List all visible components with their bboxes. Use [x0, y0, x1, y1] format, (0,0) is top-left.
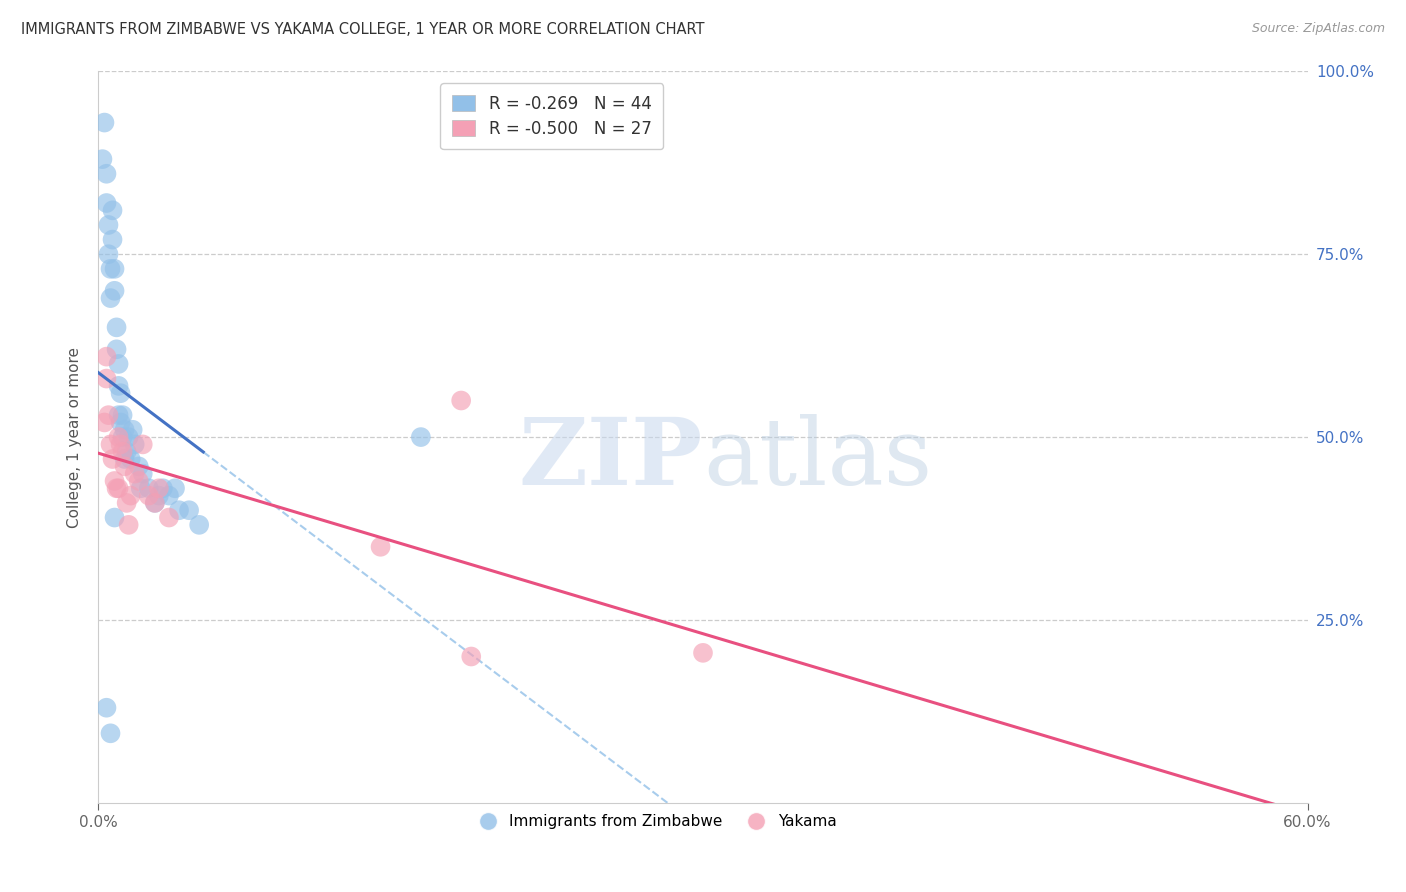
Point [96, 167, 118, 181]
Point [129, 481, 152, 495]
Point [460, 649, 482, 664]
Point [105, 343, 128, 357]
Point [100, 437, 122, 451]
Point [114, 459, 136, 474]
Point [111, 430, 134, 444]
Point [120, 452, 142, 467]
Point [179, 503, 201, 517]
Point [132, 437, 155, 451]
Point [188, 517, 211, 532]
Point [93, 416, 115, 430]
Point [93, 115, 115, 129]
Point [100, 291, 122, 305]
Y-axis label: College, 1 year or more: College, 1 year or more [67, 347, 83, 527]
Point [132, 467, 155, 481]
Point [163, 481, 186, 495]
Point [91, 152, 114, 166]
Point [105, 320, 128, 334]
Point [124, 467, 146, 481]
Point [100, 261, 122, 276]
Point [107, 357, 129, 371]
Text: IMMIGRANTS FROM ZIMBABWE VS YAKAMA COLLEGE, 1 YEAR OR MORE CORRELATION CHART: IMMIGRANTS FROM ZIMBABWE VS YAKAMA COLLE… [21, 22, 704, 37]
Point [118, 517, 141, 532]
Point [110, 386, 132, 401]
Point [97, 408, 120, 422]
Point [103, 261, 125, 276]
Point [152, 481, 174, 495]
Point [138, 489, 160, 503]
Point [128, 459, 150, 474]
Point [148, 489, 170, 503]
Point [96, 371, 118, 385]
Point [115, 496, 138, 510]
Point [96, 196, 118, 211]
Point [105, 481, 128, 495]
Point [103, 284, 125, 298]
Point [115, 444, 138, 458]
Point [167, 503, 190, 517]
Point [138, 481, 160, 495]
Point [107, 430, 129, 444]
Point [450, 393, 472, 408]
Point [97, 247, 120, 261]
Point [107, 481, 129, 495]
Point [107, 379, 129, 393]
Point [121, 423, 143, 437]
Point [103, 474, 125, 488]
Point [157, 510, 180, 524]
Point [370, 540, 392, 554]
Point [103, 510, 125, 524]
Point [110, 437, 132, 451]
Point [128, 474, 150, 488]
Point [143, 496, 166, 510]
Text: atlas: atlas [703, 414, 932, 504]
Point [101, 452, 124, 467]
Point [114, 452, 136, 467]
Legend: Immigrants from Zimbabwe, Yakama: Immigrants from Zimbabwe, Yakama [467, 808, 842, 836]
Point [124, 437, 146, 451]
Text: ZIP: ZIP [519, 414, 703, 504]
Point [143, 496, 166, 510]
Point [100, 726, 122, 740]
Point [101, 233, 124, 247]
Text: Source: ZipAtlas.com: Source: ZipAtlas.com [1251, 22, 1385, 36]
Point [409, 430, 432, 444]
Point [111, 444, 134, 458]
Point [101, 203, 124, 218]
Point [111, 408, 134, 422]
Point [692, 646, 714, 660]
Point [96, 350, 118, 364]
Point [148, 481, 170, 495]
Point [107, 408, 129, 422]
Point [114, 423, 136, 437]
Point [118, 430, 141, 444]
Point [157, 489, 180, 503]
Point [96, 700, 118, 714]
Point [120, 489, 142, 503]
Point [110, 416, 132, 430]
Point [97, 218, 120, 232]
